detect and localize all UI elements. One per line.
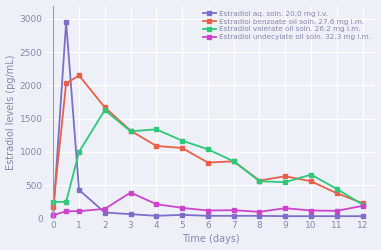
Estradiol benzoate oil soln. 27.6 mg i.m. [102, 106, 107, 109]
Estradiol benzoate oil soln. 27.6 mg i.m. [77, 74, 81, 77]
Estradiol valerate oil soln. 26.2 mg i.m. [283, 181, 288, 184]
Estradiol undecylate oil soln. 32.3 mg i.m. [257, 210, 262, 213]
Legend: Estradiol aq. soln. 20.0 mg i.v., Estradiol benzoate oil soln. 27.6 mg i.m., Est: Estradiol aq. soln. 20.0 mg i.v., Estrad… [201, 9, 372, 42]
Estradiol undecylate oil soln. 32.3 mg i.m. [64, 210, 69, 213]
Estradiol undecylate oil soln. 32.3 mg i.m. [335, 209, 339, 212]
Estradiol aq. soln. 20.0 mg i.v. [180, 213, 184, 216]
Estradiol valerate oil soln. 26.2 mg i.m. [154, 128, 158, 131]
Estradiol aq. soln. 20.0 mg i.v. [335, 215, 339, 218]
Estradiol aq. soln. 20.0 mg i.v. [64, 21, 69, 24]
X-axis label: Time (days): Time (days) [182, 234, 239, 244]
Estradiol benzoate oil soln. 27.6 mg i.m. [335, 192, 339, 195]
Line: Estradiol valerate oil soln. 26.2 mg i.m.: Estradiol valerate oil soln. 26.2 mg i.m… [51, 108, 365, 207]
Line: Estradiol undecylate oil soln. 32.3 mg i.m.: Estradiol undecylate oil soln. 32.3 mg i… [51, 190, 365, 218]
Estradiol undecylate oil soln. 32.3 mg i.m. [102, 207, 107, 210]
Estradiol benzoate oil soln. 27.6 mg i.m. [128, 129, 133, 132]
Estradiol benzoate oil soln. 27.6 mg i.m. [154, 144, 158, 148]
Estradiol undecylate oil soln. 32.3 mg i.m. [360, 204, 365, 207]
Estradiol undecylate oil soln. 32.3 mg i.m. [154, 203, 158, 206]
Estradiol valerate oil soln. 26.2 mg i.m. [309, 173, 313, 176]
Estradiol aq. soln. 20.0 mg i.v. [51, 214, 56, 217]
Estradiol undecylate oil soln. 32.3 mg i.m. [128, 191, 133, 194]
Estradiol benzoate oil soln. 27.6 mg i.m. [283, 175, 288, 178]
Estradiol undecylate oil soln. 32.3 mg i.m. [51, 214, 56, 217]
Estradiol aq. soln. 20.0 mg i.v. [77, 188, 81, 192]
Estradiol valerate oil soln. 26.2 mg i.m. [128, 130, 133, 133]
Estradiol valerate oil soln. 26.2 mg i.m. [231, 160, 236, 163]
Y-axis label: Estradiol levels (pg/mL): Estradiol levels (pg/mL) [6, 54, 16, 170]
Estradiol undecylate oil soln. 32.3 mg i.m. [206, 209, 210, 212]
Estradiol benzoate oil soln. 27.6 mg i.m. [51, 205, 56, 208]
Estradiol undecylate oil soln. 32.3 mg i.m. [309, 209, 313, 212]
Estradiol aq. soln. 20.0 mg i.v. [257, 214, 262, 217]
Estradiol benzoate oil soln. 27.6 mg i.m. [180, 146, 184, 150]
Estradiol benzoate oil soln. 27.6 mg i.m. [360, 202, 365, 205]
Estradiol aq. soln. 20.0 mg i.v. [128, 213, 133, 216]
Estradiol aq. soln. 20.0 mg i.v. [309, 215, 313, 218]
Estradiol aq. soln. 20.0 mg i.v. [231, 214, 236, 217]
Line: Estradiol aq. soln. 20.0 mg i.v.: Estradiol aq. soln. 20.0 mg i.v. [51, 20, 365, 218]
Estradiol valerate oil soln. 26.2 mg i.m. [102, 108, 107, 112]
Estradiol benzoate oil soln. 27.6 mg i.m. [64, 82, 69, 85]
Estradiol valerate oil soln. 26.2 mg i.m. [257, 180, 262, 183]
Estradiol aq. soln. 20.0 mg i.v. [154, 214, 158, 217]
Estradiol valerate oil soln. 26.2 mg i.m. [64, 200, 69, 203]
Estradiol undecylate oil soln. 32.3 mg i.m. [180, 206, 184, 209]
Estradiol benzoate oil soln. 27.6 mg i.m. [309, 180, 313, 183]
Estradiol benzoate oil soln. 27.6 mg i.m. [231, 160, 236, 163]
Estradiol valerate oil soln. 26.2 mg i.m. [51, 200, 56, 203]
Estradiol aq. soln. 20.0 mg i.v. [206, 214, 210, 217]
Estradiol aq. soln. 20.0 mg i.v. [283, 215, 288, 218]
Estradiol benzoate oil soln. 27.6 mg i.m. [206, 161, 210, 164]
Estradiol valerate oil soln. 26.2 mg i.m. [360, 203, 365, 206]
Estradiol aq. soln. 20.0 mg i.v. [102, 211, 107, 214]
Estradiol valerate oil soln. 26.2 mg i.m. [335, 188, 339, 190]
Estradiol aq. soln. 20.0 mg i.v. [360, 215, 365, 218]
Estradiol valerate oil soln. 26.2 mg i.m. [206, 148, 210, 151]
Estradiol valerate oil soln. 26.2 mg i.m. [180, 139, 184, 142]
Estradiol valerate oil soln. 26.2 mg i.m. [77, 150, 81, 154]
Estradiol undecylate oil soln. 32.3 mg i.m. [77, 210, 81, 213]
Estradiol undecylate oil soln. 32.3 mg i.m. [231, 209, 236, 212]
Line: Estradiol benzoate oil soln. 27.6 mg i.m.: Estradiol benzoate oil soln. 27.6 mg i.m… [51, 73, 365, 209]
Estradiol benzoate oil soln. 27.6 mg i.m. [257, 179, 262, 182]
Estradiol undecylate oil soln. 32.3 mg i.m. [283, 207, 288, 210]
